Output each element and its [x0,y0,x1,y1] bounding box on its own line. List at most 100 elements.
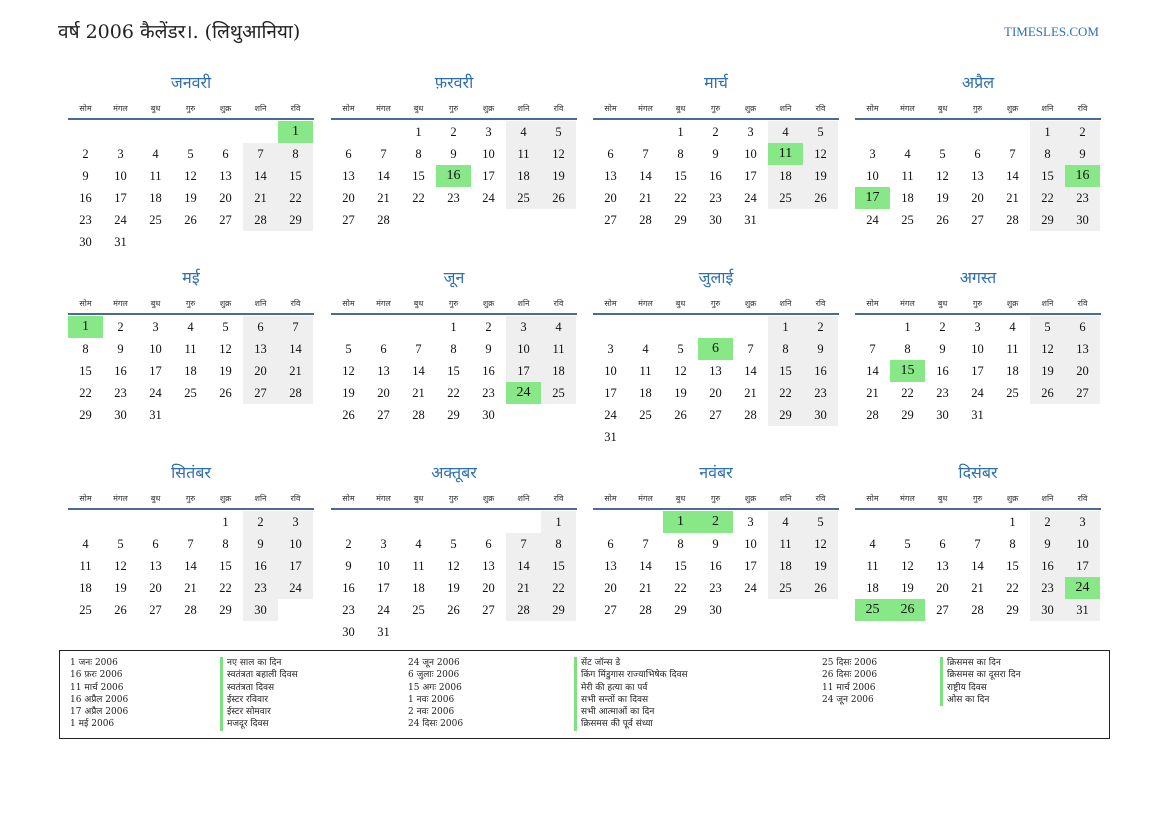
day-cell[interactable]: 2 [243,511,278,533]
day-cell[interactable]: 13 [1065,338,1100,360]
day-cell[interactable]: 10 [506,338,541,360]
day-cell[interactable]: 25 [768,187,803,209]
day-cell[interactable]: 14 [278,338,313,360]
day-cell[interactable]: 16 [114,363,127,378]
day-cell[interactable]: 17 [278,555,313,577]
day-cell[interactable]: 17 [744,168,757,183]
day-cell[interactable]: 31 [149,407,162,422]
day-cell[interactable]: 23 [1030,577,1065,599]
day-cell[interactable]: 18 [506,165,541,187]
day-cell[interactable]: 18 [866,580,879,595]
day-cell[interactable]: 30 [1030,599,1065,621]
day-cell[interactable]: 7 [278,316,313,338]
day-cell[interactable]: 16 [936,363,949,378]
day-cell[interactable]: 16 [79,190,92,205]
day-cell[interactable]: 24 [971,385,984,400]
day-cell[interactable]: 17 [377,580,390,595]
day-cell[interactable]: 5 [187,146,194,161]
day-cell[interactable]: 10 [971,341,984,356]
day-cell[interactable]: 27 [1065,382,1100,404]
day-cell[interactable]: 19 [219,363,232,378]
day-cell[interactable]: 11 [639,363,652,378]
day-cell[interactable]: 20 [219,190,232,205]
day-cell[interactable]: 8 [768,338,803,360]
day-cell[interactable]: 7 [642,146,649,161]
day-cell[interactable]: 5 [450,536,457,551]
day-cell[interactable]: 28 [866,407,879,422]
day-cell[interactable]: 14 [639,558,652,573]
day-cell[interactable]: 31 [114,234,127,249]
day-cell[interactable]: 19 [803,555,838,577]
day-cell[interactable]: 8 [1030,143,1065,165]
day-cell[interactable]: 16 [482,363,495,378]
day-cell[interactable]: 23 [709,190,722,205]
day-cell[interactable]: 20 [377,385,390,400]
day-cell[interactable]: 9 [1065,143,1100,165]
day-cell[interactable]: 1 [1009,514,1016,529]
day-cell[interactable]: 9 [803,338,838,360]
day-cell[interactable]: 25 [412,602,425,617]
day-cell[interactable]: 19 [342,385,355,400]
day-cell[interactable]: 18 [639,385,652,400]
day-cell[interactable]: 18 [184,363,197,378]
day-cell[interactable]: 26 [114,602,127,617]
day-cell[interactable]: 28 [639,212,652,227]
day-cell[interactable]: 26 [342,407,355,422]
day-cell[interactable]: 9 [712,146,719,161]
holiday-day-cell[interactable]: 1 [278,121,313,143]
day-cell[interactable]: 20 [243,360,278,382]
day-cell[interactable]: 4 [768,511,803,533]
day-cell[interactable]: 5 [222,319,229,334]
day-cell[interactable]: 27 [604,602,617,617]
day-cell[interactable]: 8 [278,143,313,165]
day-cell[interactable]: 23 [482,385,495,400]
day-cell[interactable]: 14 [866,363,879,378]
day-cell[interactable]: 16 [1030,555,1065,577]
day-cell[interactable]: 14 [506,555,541,577]
day-cell[interactable]: 25 [79,602,92,617]
day-cell[interactable]: 26 [803,187,838,209]
day-cell[interactable]: 6 [607,146,614,161]
day-cell[interactable]: 4 [82,536,89,551]
day-cell[interactable]: 23 [243,577,278,599]
day-cell[interactable]: 8 [82,341,89,356]
day-cell[interactable]: 11 [1006,341,1019,356]
day-cell[interactable]: 29 [219,602,232,617]
day-cell[interactable]: 30 [709,602,722,617]
day-cell[interactable]: 5 [677,341,684,356]
day-cell[interactable]: 17 [149,363,162,378]
day-cell[interactable]: 17 [604,385,617,400]
day-cell[interactable]: 24 [866,212,879,227]
day-cell[interactable]: 28 [1006,212,1019,227]
holiday-day-cell[interactable]: 1 [663,511,698,533]
day-cell[interactable]: 26 [219,385,232,400]
day-cell[interactable]: 16 [803,360,838,382]
holiday-day-cell[interactable]: 24 [506,382,541,404]
day-cell[interactable]: 3 [117,146,124,161]
day-cell[interactable]: 1 [415,124,422,139]
day-cell[interactable]: 6 [243,316,278,338]
day-cell[interactable]: 4 [415,536,422,551]
day-cell[interactable]: 30 [482,407,495,422]
day-cell[interactable]: 11 [866,558,879,573]
day-cell[interactable]: 21 [744,385,757,400]
day-cell[interactable]: 13 [149,558,162,573]
day-cell[interactable]: 12 [219,341,232,356]
holiday-day-cell[interactable]: 6 [698,338,733,360]
day-cell[interactable]: 3 [506,316,541,338]
day-cell[interactable]: 18 [768,165,803,187]
day-cell[interactable]: 12 [1030,338,1065,360]
day-cell[interactable]: 14 [243,165,278,187]
day-cell[interactable]: 22 [219,580,232,595]
day-cell[interactable]: 9 [485,341,492,356]
day-cell[interactable]: 9 [939,341,946,356]
day-cell[interactable]: 22 [1030,187,1065,209]
day-cell[interactable]: 7 [1009,146,1016,161]
day-cell[interactable]: 18 [1006,363,1019,378]
day-cell[interactable]: 7 [187,536,194,551]
day-cell[interactable]: 30 [709,212,722,227]
day-cell[interactable]: 20 [342,190,355,205]
day-cell[interactable]: 10 [1065,533,1100,555]
day-cell[interactable]: 24 [604,407,617,422]
day-cell[interactable]: 18 [412,580,425,595]
